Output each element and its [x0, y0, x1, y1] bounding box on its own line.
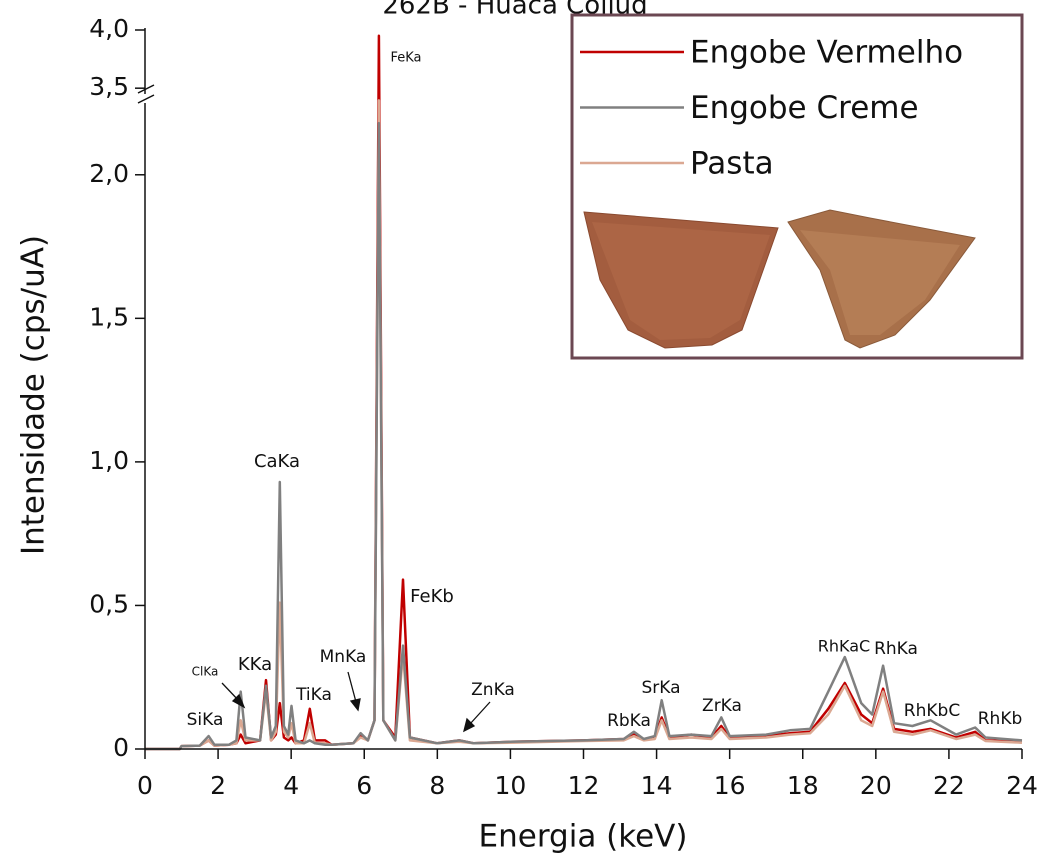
y-tick-label: 4,0 — [89, 14, 129, 43]
x-tick-label: 22 — [933, 771, 965, 800]
peak-label: FeKb — [410, 586, 454, 607]
x-tick-label: 8 — [429, 771, 445, 800]
legend-label: Engobe Creme — [690, 90, 919, 126]
legend-label: Engobe Vermelho — [690, 35, 963, 71]
x-tick-label: 6 — [356, 771, 372, 800]
x-tick-label: 12 — [568, 771, 600, 800]
peak-label: SrKa — [641, 678, 680, 698]
x-tick-label: 24 — [1006, 771, 1038, 800]
sherd-photos — [583, 209, 976, 349]
peak-label: RhKb — [978, 709, 1023, 729]
x-tick-label: 2 — [210, 771, 226, 800]
x-tick-label: 0 — [137, 771, 153, 800]
y-tick-label: 2,0 — [89, 159, 129, 188]
y-tick-label: 1,0 — [89, 446, 129, 475]
y-axis-label: Intensidade (cps/uA) — [16, 235, 52, 555]
annotation-arrows — [221, 671, 491, 733]
peak-label: KKa — [238, 654, 272, 675]
peak-label: CaKa — [254, 451, 300, 472]
peak-label: RhKbC — [904, 701, 960, 721]
peak-label: ZrKa — [702, 696, 742, 716]
peak-label: SiKa — [187, 710, 224, 730]
peak-label: RhKaC — [818, 637, 870, 656]
x-tick-label: 10 — [495, 771, 527, 800]
y-tick-label: 3,5 — [89, 72, 129, 101]
x-tick-label: 20 — [860, 771, 892, 800]
y-tick-label: 0,5 — [89, 589, 129, 618]
plot-area — [145, 34, 1023, 751]
peak-label: RhKa — [874, 639, 918, 659]
x-axis-label: Energia (keV) — [479, 819, 688, 855]
legend-items: Engobe Vermelho Engobe Creme Pasta — [580, 35, 963, 182]
x-tick-label: 4 — [283, 771, 299, 800]
axis-break — [137, 84, 155, 94]
peak-label: RbKa — [607, 711, 651, 731]
peak-label: ClKa — [192, 665, 219, 679]
x-tick-label: 18 — [787, 771, 819, 800]
peak-label: FeKa — [390, 51, 421, 66]
y-tick-label: 0 — [113, 733, 129, 762]
series-line — [145, 121, 1023, 751]
peak-label: MnKa — [320, 647, 367, 667]
y-tick-label: 1,5 — [89, 302, 129, 331]
x-tick-label: 14 — [641, 771, 673, 800]
peak-label: ZnKa — [471, 680, 515, 700]
legend-label: Pasta — [690, 146, 774, 182]
axis-break — [137, 94, 155, 104]
x-tick-label: 16 — [714, 771, 746, 800]
peak-label: TiKa — [295, 685, 332, 705]
legend: Engobe Vermelho Engobe Creme Pasta — [570, 13, 1024, 360]
